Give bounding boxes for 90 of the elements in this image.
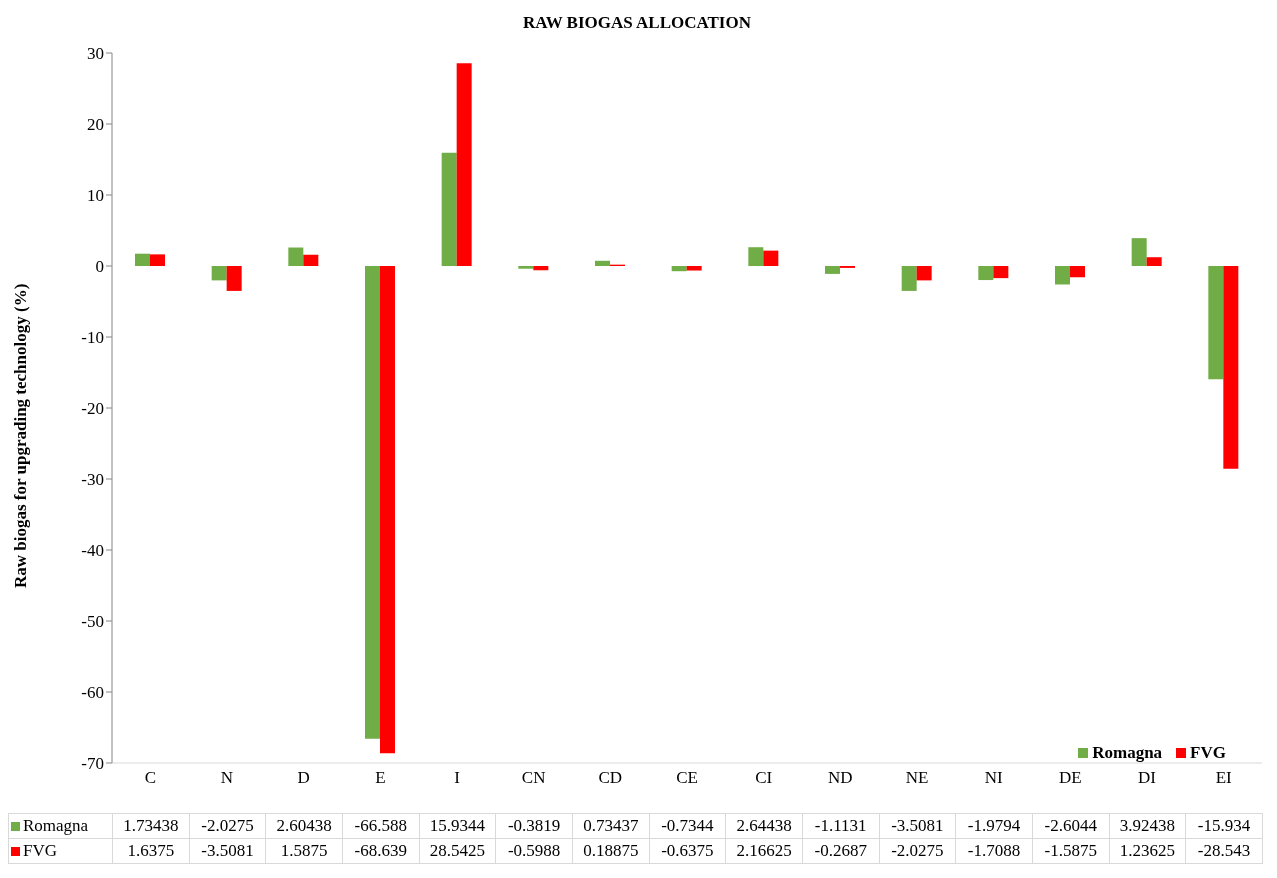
- data-label: 2.16625: [725, 838, 803, 864]
- data-label: 0.18875: [572, 838, 650, 864]
- bar: [1070, 266, 1085, 278]
- data-label: 1.73438: [112, 813, 190, 839]
- y-tick-label: -50: [81, 612, 104, 632]
- bar: [518, 266, 534, 269]
- bar: [763, 250, 779, 266]
- bar: [993, 266, 1009, 279]
- data-label: -0.6375: [649, 838, 726, 864]
- x-tick-label: CD: [598, 768, 623, 788]
- data-label: -0.3819: [495, 813, 573, 839]
- bar: [1208, 266, 1224, 380]
- x-tick-label: NI: [984, 768, 1003, 788]
- x-tick-label: ND: [828, 768, 853, 788]
- y-tick-label: 10: [87, 186, 104, 206]
- y-tick-label: -70: [81, 754, 104, 774]
- text: FVG: [23, 841, 58, 860]
- legend-label: Romagna: [1091, 743, 1163, 763]
- x-tick-label: I: [454, 768, 461, 788]
- bar: [901, 266, 917, 291]
- x-tick-label: NE: [905, 768, 929, 788]
- y-tick-label: 30: [87, 44, 104, 64]
- data-label: -0.7344: [649, 813, 726, 839]
- data-label: -68.639: [342, 838, 420, 864]
- bar: [671, 266, 687, 272]
- x-tick-label: CE: [676, 768, 698, 788]
- bar: [748, 247, 764, 266]
- data-label: -28.543: [1185, 838, 1263, 864]
- x-tick-label: DE: [1059, 768, 1082, 788]
- x-tick-label: CI: [755, 768, 773, 788]
- y-tick-label: -30: [81, 470, 104, 490]
- data-label: -1.7088: [955, 838, 1033, 864]
- y-tick-label: -40: [81, 541, 104, 561]
- bar: [686, 266, 702, 271]
- y-tick-label: -20: [81, 399, 104, 419]
- data-label: -2.0275: [879, 838, 956, 864]
- bar: [1223, 266, 1239, 469]
- chart-title: RAW BIOGAS ALLOCATION: [522, 12, 752, 34]
- y-tick-label: 0: [95, 257, 104, 277]
- data-label: -0.5988: [495, 838, 573, 864]
- bar: [441, 152, 457, 266]
- x-tick-label: EI: [1215, 768, 1233, 788]
- x-tick-label: E: [375, 768, 386, 788]
- bar: [288, 247, 304, 266]
- bar: [226, 266, 242, 291]
- bar: [365, 266, 380, 739]
- data-label: 1.5875: [265, 838, 343, 864]
- data-label: -66.588: [342, 813, 420, 839]
- data-label: 1.6375: [112, 838, 190, 864]
- bar: [916, 266, 932, 281]
- data-label: 15.9344: [419, 813, 496, 839]
- x-tick-label: C: [144, 768, 157, 788]
- bar: [211, 266, 227, 281]
- data-label: -3.5081: [879, 813, 956, 839]
- data-label: -0.2687: [802, 838, 880, 864]
- legend-label: FVG: [1189, 743, 1226, 763]
- data-label: 28.5425: [419, 838, 496, 864]
- data-label: -1.9794: [955, 813, 1033, 839]
- bar: [978, 266, 994, 281]
- data-label: -1.1131: [802, 813, 880, 839]
- y-tick-label: -60: [81, 683, 104, 703]
- bar: [303, 254, 319, 266]
- bar: [150, 254, 165, 266]
- data-label: 2.64438: [725, 813, 803, 839]
- x-tick-label: N: [220, 768, 234, 788]
- data-label: 2.60438: [265, 813, 343, 839]
- bar: [456, 63, 472, 266]
- y-tick-label: 20: [87, 115, 104, 135]
- text: Romagna: [23, 816, 89, 835]
- bar: [533, 266, 549, 271]
- data-label: -1.5875: [1032, 838, 1110, 864]
- bar: [825, 266, 840, 274]
- data-label: 1.23625: [1109, 838, 1186, 864]
- bar: [1131, 238, 1147, 266]
- bar: [1055, 266, 1070, 285]
- x-tick-label: CN: [521, 768, 546, 788]
- data-label: -3.5081: [189, 838, 266, 864]
- data-label: -2.6044: [1032, 813, 1110, 839]
- x-tick-label: D: [297, 768, 310, 788]
- data-label: -2.0275: [189, 813, 266, 839]
- data-label: 3.92438: [1109, 813, 1186, 839]
- bar: [380, 266, 395, 754]
- bar: [135, 253, 150, 266]
- data-label: -15.934: [1185, 813, 1263, 839]
- data-label: 0.73437: [572, 813, 650, 839]
- y-tick-label: -10: [81, 328, 104, 348]
- bar: [595, 260, 610, 266]
- bar: [1146, 257, 1162, 266]
- x-tick-label: DI: [1138, 768, 1157, 788]
- y-axis-title: Raw biogas for upgrading technology (%): [11, 283, 31, 588]
